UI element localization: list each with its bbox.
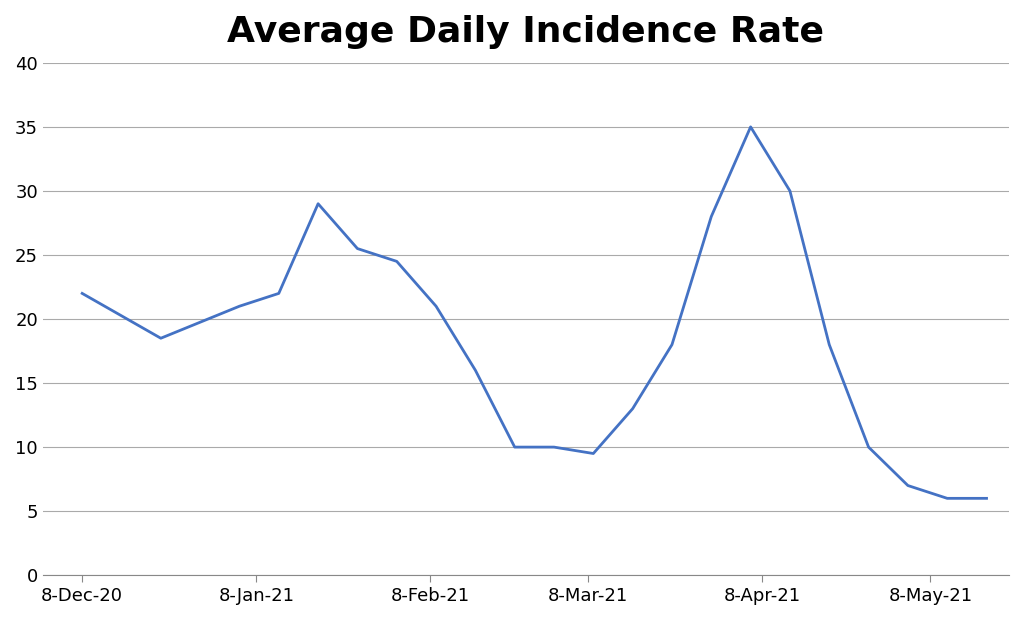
Title: Average Daily Incidence Rate: Average Daily Incidence Rate xyxy=(227,15,824,49)
